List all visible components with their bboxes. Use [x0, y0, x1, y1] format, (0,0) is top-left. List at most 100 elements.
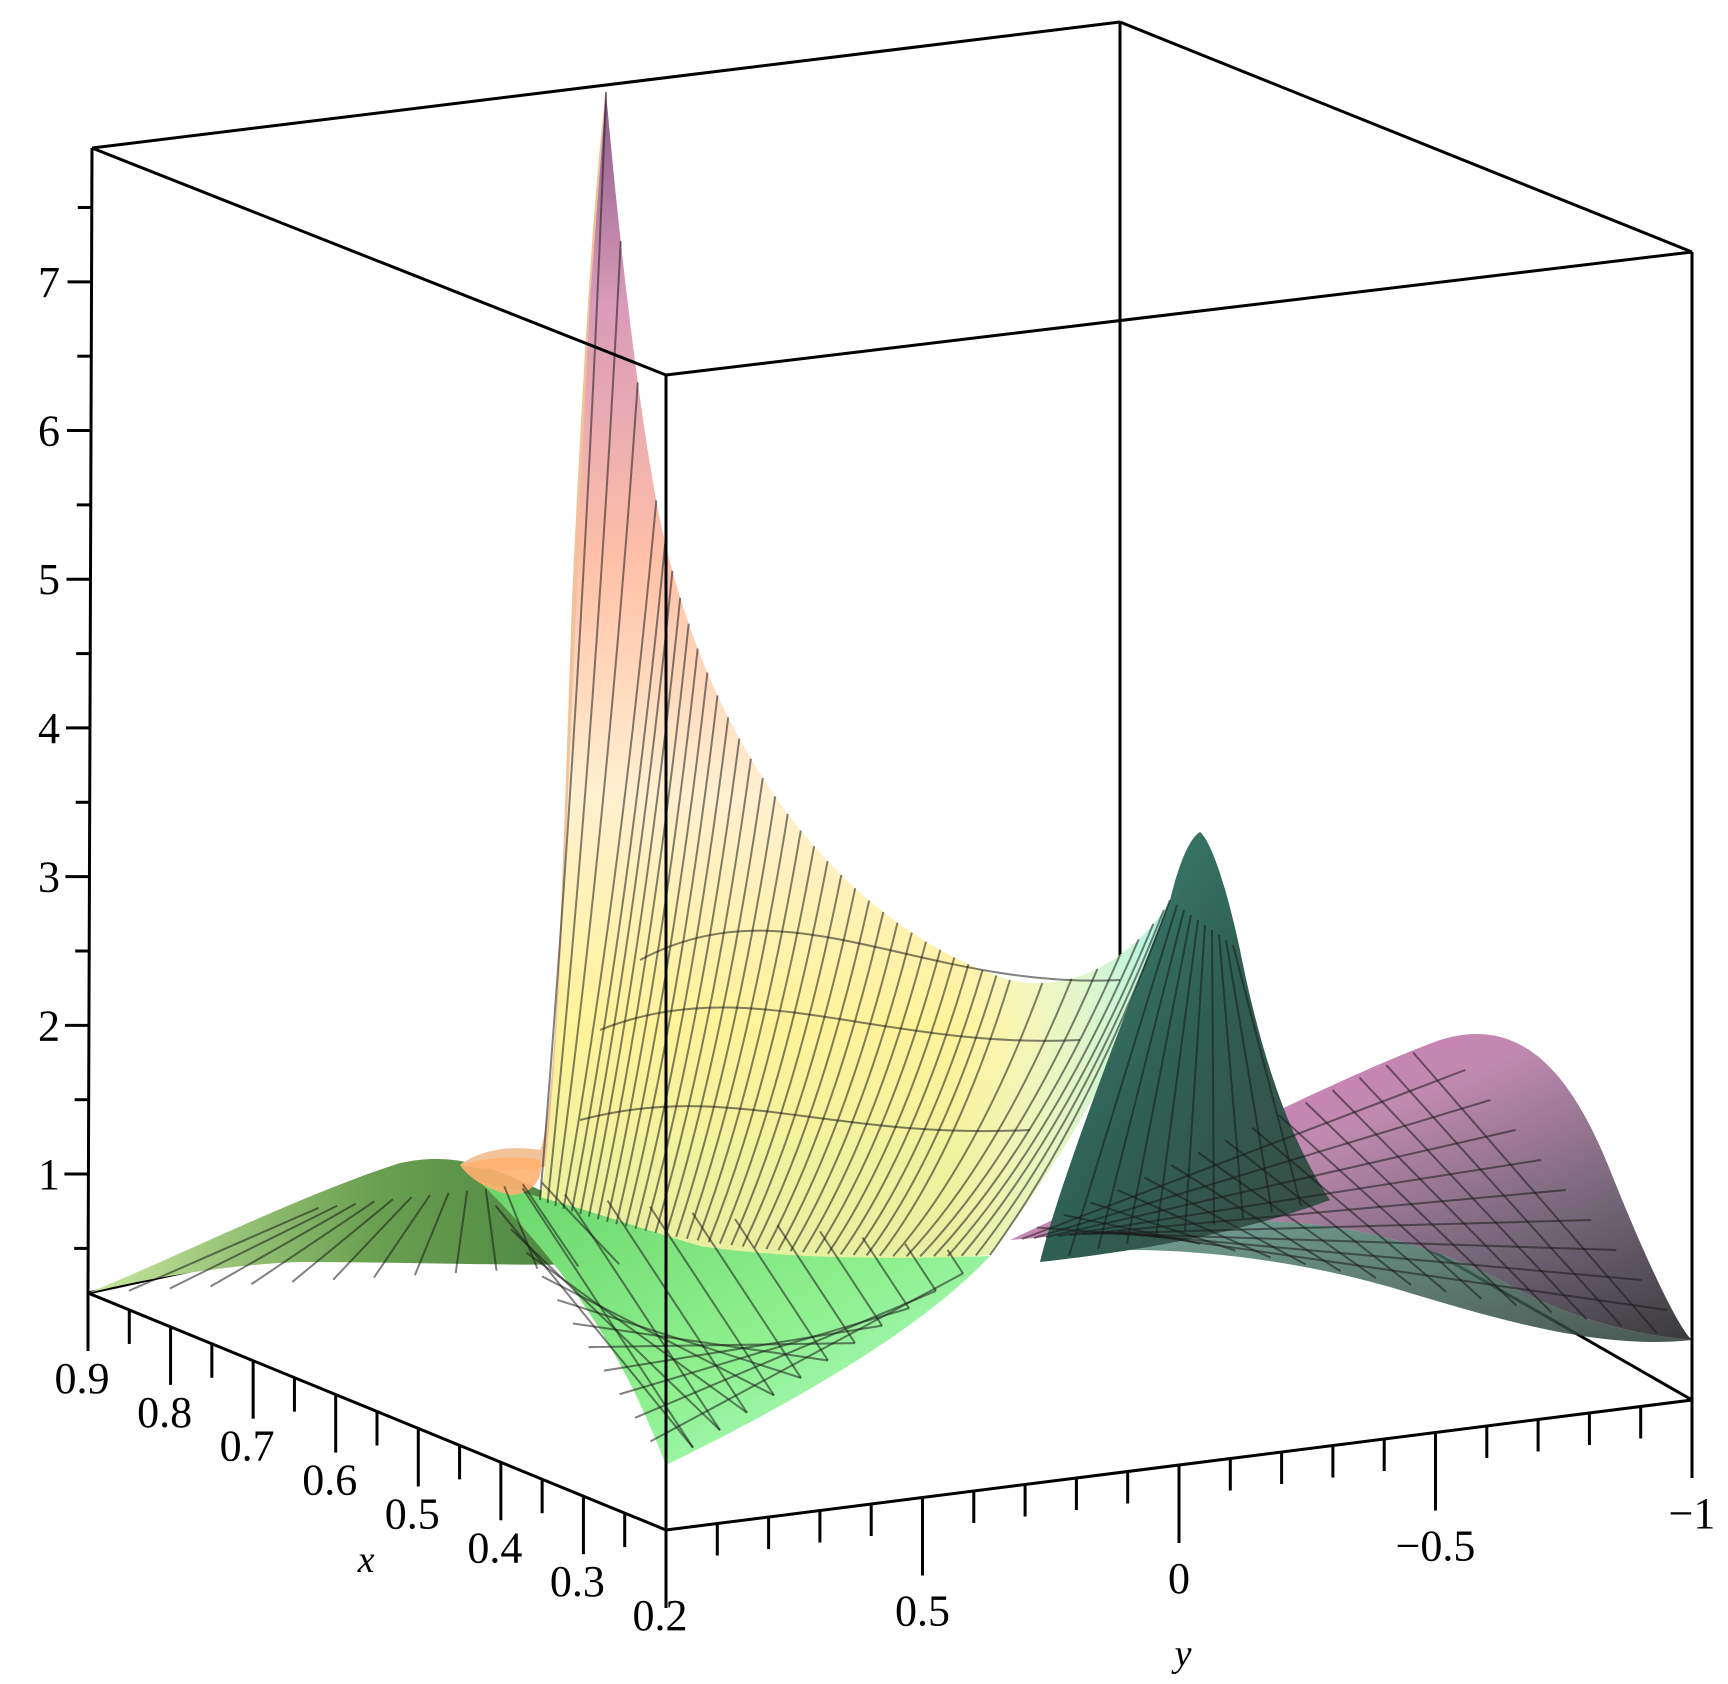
- surface: [88, 92, 1692, 1465]
- mesh-line: [634, 1289, 937, 1419]
- mesh-line: [1068, 904, 1178, 1257]
- surface-seam-left: [460, 1157, 541, 1195]
- mesh-cross-line: [579, 1105, 1031, 1133]
- mesh-line: [373, 1194, 431, 1279]
- surface-mesh: [128, 91, 1667, 1449]
- x-tick-label: 0.6: [302, 1456, 357, 1505]
- z-tick-label: 4: [38, 704, 60, 753]
- mesh-line: [865, 975, 998, 1256]
- mesh-line: [554, 382, 639, 1207]
- mesh-line: [861, 1236, 910, 1309]
- mesh-line: [852, 969, 984, 1256]
- box-top-back-edge: [91, 20, 1121, 150]
- mesh-line: [741, 887, 857, 1247]
- mesh-line: [522, 1183, 580, 1267]
- x-tick-label: 0.4: [467, 1523, 522, 1572]
- mesh-line: [606, 1199, 748, 1414]
- mesh-line: [753, 900, 871, 1249]
- mesh-line: [250, 1200, 375, 1285]
- box-top-front-edge: [665, 250, 1693, 377]
- mesh-line: [814, 949, 942, 1254]
- mesh-line: [819, 1230, 883, 1327]
- mesh-line: [707, 846, 816, 1243]
- mesh-line: [892, 982, 1044, 1257]
- mesh-line: [905, 978, 1073, 1257]
- x-tick-label: 0.2: [633, 1591, 688, 1640]
- mesh-line: [960, 923, 1155, 1257]
- mesh-line: [1045, 1129, 1516, 1238]
- mesh-line: [1232, 944, 1302, 1207]
- z-tick-label: 3: [38, 853, 60, 902]
- mesh-line: [879, 979, 1011, 1257]
- mesh-line: [624, 695, 719, 1227]
- mesh-line: [649, 1206, 775, 1396]
- mesh-line: [947, 939, 1140, 1257]
- mesh-line: [644, 738, 741, 1232]
- mesh-line: [718, 860, 829, 1244]
- mesh-line: [975, 909, 1165, 1257]
- mesh-line: [1225, 939, 1273, 1213]
- mesh-line: [540, 1181, 620, 1265]
- mesh-line: [454, 1190, 469, 1274]
- mesh-line: [691, 1212, 802, 1379]
- mesh-line: [685, 813, 789, 1240]
- y-tick-label: 0: [1168, 1554, 1190, 1603]
- surface-main-sheet-shade: [540, 92, 1170, 1260]
- mesh-line: [919, 968, 1099, 1257]
- box-top-right-edge: [1119, 20, 1693, 254]
- box-left-vertical-edge: [86, 147, 94, 1294]
- bounding-box-front: [86, 20, 1694, 1532]
- surface-teal-peak: [1040, 832, 1330, 1262]
- mesh-line: [827, 957, 956, 1255]
- y-tick-label: 0.5: [895, 1587, 950, 1636]
- z-tick-label: 1: [38, 1150, 60, 1199]
- mesh-line: [1021, 1069, 1466, 1240]
- y-axis-label: y: [1171, 1633, 1192, 1675]
- mesh-line: [839, 963, 970, 1255]
- mesh-line: [696, 830, 802, 1241]
- mesh-line: [634, 717, 730, 1229]
- mesh-line: [606, 648, 699, 1223]
- mesh-line: [210, 1202, 357, 1288]
- z-axis-ticks: 1 2 3 4 5 6 7: [38, 205, 92, 1250]
- mesh-line: [1218, 934, 1244, 1219]
- z-tick-label: 2: [38, 1001, 60, 1050]
- mesh-line: [654, 758, 752, 1234]
- mesh-line: [413, 1192, 450, 1276]
- x-tick-label: 0.7: [220, 1422, 275, 1471]
- mesh-line: [1184, 924, 1206, 1232]
- mesh-line: [570, 542, 667, 1212]
- y-tick-label: −1: [1669, 1489, 1716, 1538]
- y-axis-ticks: 0.5 0 −0.5 −1: [664, 1400, 1716, 1636]
- mesh-line: [650, 1272, 964, 1443]
- mesh-line: [789, 932, 913, 1252]
- box-top-left-edge: [91, 146, 667, 377]
- mesh-line: [1155, 919, 1199, 1238]
- mesh-line: [484, 1188, 498, 1271]
- mesh-line: [989, 899, 1171, 1256]
- mesh-line: [1081, 1219, 1592, 1235]
- mesh-cross-line: [599, 1006, 1081, 1042]
- mesh-line: [1105, 1231, 1642, 1281]
- mesh-line: [503, 1186, 539, 1270]
- mesh-line: [539, 91, 607, 1201]
- y-tick-label: −0.5: [1396, 1522, 1476, 1571]
- mesh-line: [587, 597, 682, 1217]
- mesh-line: [546, 241, 622, 1204]
- mesh-line: [169, 1204, 338, 1290]
- z-tick-label: 5: [38, 555, 60, 604]
- mesh-line: [562, 500, 658, 1209]
- mesh-line: [675, 796, 777, 1238]
- x-tick-label: 0.5: [385, 1489, 440, 1538]
- mesh-line: [128, 1206, 319, 1292]
- x-tick-label: 0.8: [137, 1388, 192, 1437]
- x-axis-ticks: 0.9 0.8 0.7 0.6 0.5 0.4 0.3 0.2: [55, 1293, 688, 1640]
- x-axis-label: x: [357, 1539, 375, 1581]
- mesh-line: [579, 570, 674, 1215]
- mesh-line: [777, 922, 899, 1251]
- mesh-line: [904, 1243, 937, 1292]
- mesh-line: [946, 1249, 964, 1274]
- mesh-line: [1126, 914, 1192, 1244]
